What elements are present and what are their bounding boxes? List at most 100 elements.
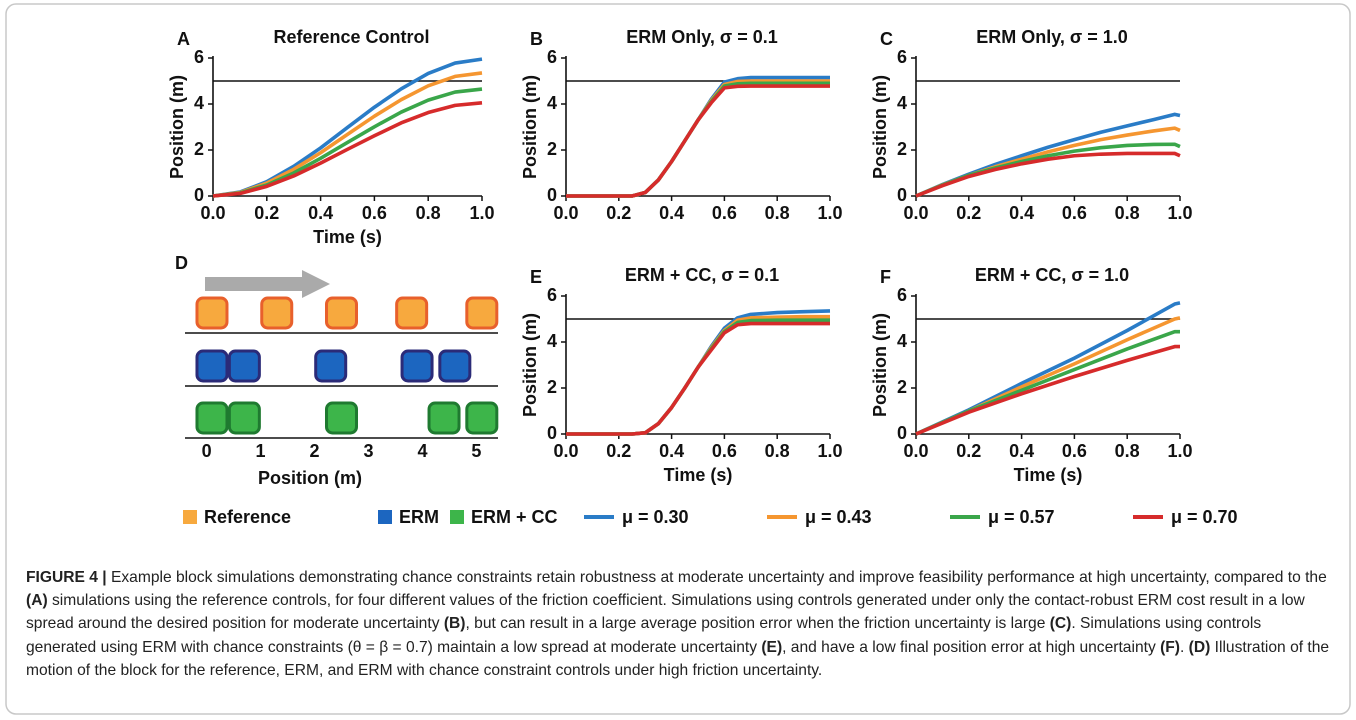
block: [260, 296, 294, 330]
caption-panel-ref: (F): [1160, 638, 1180, 656]
series-line: [915, 301, 1181, 436]
y-axis-label: Position (m): [870, 313, 890, 417]
legend-label: μ = 0.30: [622, 507, 689, 527]
series-line: [566, 314, 830, 436]
x-tick-label: 0.4: [659, 203, 684, 223]
y-tick-label: 2: [547, 139, 557, 159]
x-tick-label: 0.0: [903, 441, 928, 461]
y-tick-label: 6: [547, 47, 557, 67]
y-tick-label: 4: [897, 93, 907, 113]
panel-letter: D: [175, 253, 188, 273]
x-tick-label: 0: [202, 441, 212, 461]
block: [195, 401, 229, 435]
caption-label: FIGURE 4 |: [26, 569, 107, 586]
chart-title: ERM + CC, σ = 1.0: [975, 265, 1129, 285]
series-line: [915, 126, 1181, 198]
y-tick-label: 6: [547, 285, 557, 305]
panel-letter: E: [530, 267, 542, 287]
x-tick-label: 0.4: [1009, 203, 1034, 223]
panel-letter: C: [880, 29, 893, 49]
block: [465, 401, 499, 435]
x-tick-label: 0.4: [308, 203, 333, 223]
x-tick-label: 0.0: [553, 203, 578, 223]
y-tick-label: 2: [897, 377, 907, 397]
x-axis-label: Time (s): [664, 465, 733, 485]
y-axis-label: Position (m): [520, 75, 540, 179]
series-line: [566, 318, 830, 436]
panel-letter: B: [530, 29, 543, 49]
legend-swatch: [450, 510, 464, 524]
x-tick-label: 0.4: [659, 441, 684, 461]
series-line: [212, 87, 483, 198]
series-line: [566, 309, 831, 436]
caption-text: Example block simulations demonstrating …: [110, 569, 1327, 586]
series-line: [915, 151, 1181, 198]
x-tick-label: 0.0: [553, 441, 578, 461]
x-tick-label: 0.8: [1115, 441, 1140, 461]
x-tick-label: 0.6: [1062, 203, 1087, 223]
x-tick-label: 3: [363, 441, 373, 461]
x-tick-label: 0.6: [362, 203, 387, 223]
caption-panel-ref: (E): [761, 638, 783, 656]
legend-label: μ = 0.70: [1171, 507, 1238, 527]
caption-text: , but can result in a large average posi…: [465, 615, 1050, 633]
motion-arrow-head: [302, 270, 330, 298]
block: [400, 349, 434, 383]
legend-label: μ = 0.57: [988, 507, 1055, 527]
caption-panel-ref: (C): [1049, 615, 1072, 633]
y-tick-label: 2: [897, 139, 907, 159]
y-tick-label: 4: [897, 331, 907, 351]
x-tick-label: 0.4: [1009, 441, 1034, 461]
legend-label: Reference: [204, 507, 291, 527]
x-tick-label: 5: [471, 441, 481, 461]
x-tick-label: 2: [310, 441, 320, 461]
caption: FIGURE 4 | Example block simulations dem…: [26, 566, 1331, 682]
x-tick-label: 4: [417, 441, 427, 461]
y-axis-label: Position (m): [520, 313, 540, 417]
x-tick-label: 0.8: [416, 203, 441, 223]
legend-swatch: [378, 510, 392, 524]
panel-letter: F: [880, 267, 891, 287]
y-tick-label: 4: [194, 93, 204, 113]
caption-text: . Simulations using controls generated u…: [26, 615, 1262, 656]
block: [465, 296, 499, 330]
y-tick-label: 6: [897, 47, 907, 67]
y-tick-label: 6: [194, 47, 204, 67]
legend-label: ERM: [399, 507, 439, 527]
x-tick-label: 0.6: [1062, 441, 1087, 461]
y-tick-label: 0: [194, 185, 204, 205]
y-tick-label: 4: [547, 93, 557, 113]
y-tick-label: 0: [547, 423, 557, 443]
caption-text: Illustration of the motion of the block …: [26, 638, 1330, 679]
y-tick-label: 4: [547, 331, 557, 351]
y-tick-label: 2: [194, 139, 204, 159]
y-axis-label: Position (m): [870, 75, 890, 179]
x-axis-label: Position (m): [258, 468, 362, 488]
x-tick-label: 0.2: [956, 441, 981, 461]
block: [438, 349, 472, 383]
figure-border: [5, 3, 1351, 715]
x-tick-label: 0.2: [254, 203, 279, 223]
block: [227, 401, 261, 435]
caption-text: , and have a low final position error at…: [782, 638, 1161, 656]
x-tick-label: 0.0: [200, 203, 225, 223]
series-line: [212, 101, 483, 198]
x-axis-label: Time (s): [313, 227, 382, 247]
x-tick-label: 0.2: [606, 441, 631, 461]
caption-text: .: [1180, 638, 1189, 656]
x-tick-label: 0.0: [903, 203, 928, 223]
chart-title: Reference Control: [273, 27, 429, 47]
block: [195, 349, 229, 383]
x-tick-label: 0.8: [765, 441, 790, 461]
y-axis-label: Position (m): [167, 75, 187, 179]
series-line: [915, 344, 1180, 436]
x-tick-label: 0.6: [712, 203, 737, 223]
y-tick-label: 2: [547, 377, 557, 397]
series-line: [566, 81, 830, 198]
series-line: [566, 321, 830, 436]
legend-label: ERM + CC: [471, 507, 558, 527]
x-tick-label: 0.6: [712, 441, 737, 461]
x-tick-label: 1.0: [1167, 203, 1192, 223]
x-tick-label: 1.0: [817, 441, 842, 461]
